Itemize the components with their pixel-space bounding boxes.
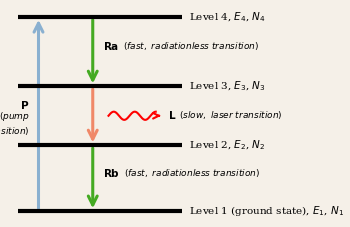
Text: Level 2, $E_2$, $N_2$: Level 2, $E_2$, $N_2$ [189,138,266,152]
Text: $\mathbf{Rb}$: $\mathbf{Rb}$ [103,167,120,178]
Text: $(fast,\ radiationless\ transition)$: $(fast,\ radiationless\ transition)$ [124,167,260,178]
Text: $\mathbf{P}$: $\mathbf{P}$ [21,99,30,111]
Text: Level 1 (ground state), $E_1$, $N_1$: Level 1 (ground state), $E_1$, $N_1$ [189,204,344,218]
Text: $(pump$
$transition)$: $(pump$ $transition)$ [0,110,30,137]
Text: $(slow,\ laser\ transition)$: $(slow,\ laser\ transition)$ [179,109,283,121]
Text: $\mathbf{L}$: $\mathbf{L}$ [168,109,176,121]
Text: $(fast,\ radiationless\ transition)$: $(fast,\ radiationless\ transition)$ [122,40,259,52]
Text: $\mathbf{Ra}$: $\mathbf{Ra}$ [103,40,119,52]
Text: Level 3, $E_3$, $N_3$: Level 3, $E_3$, $N_3$ [189,79,266,93]
Text: Level 4, $E_4$, $N_4$: Level 4, $E_4$, $N_4$ [189,10,266,24]
